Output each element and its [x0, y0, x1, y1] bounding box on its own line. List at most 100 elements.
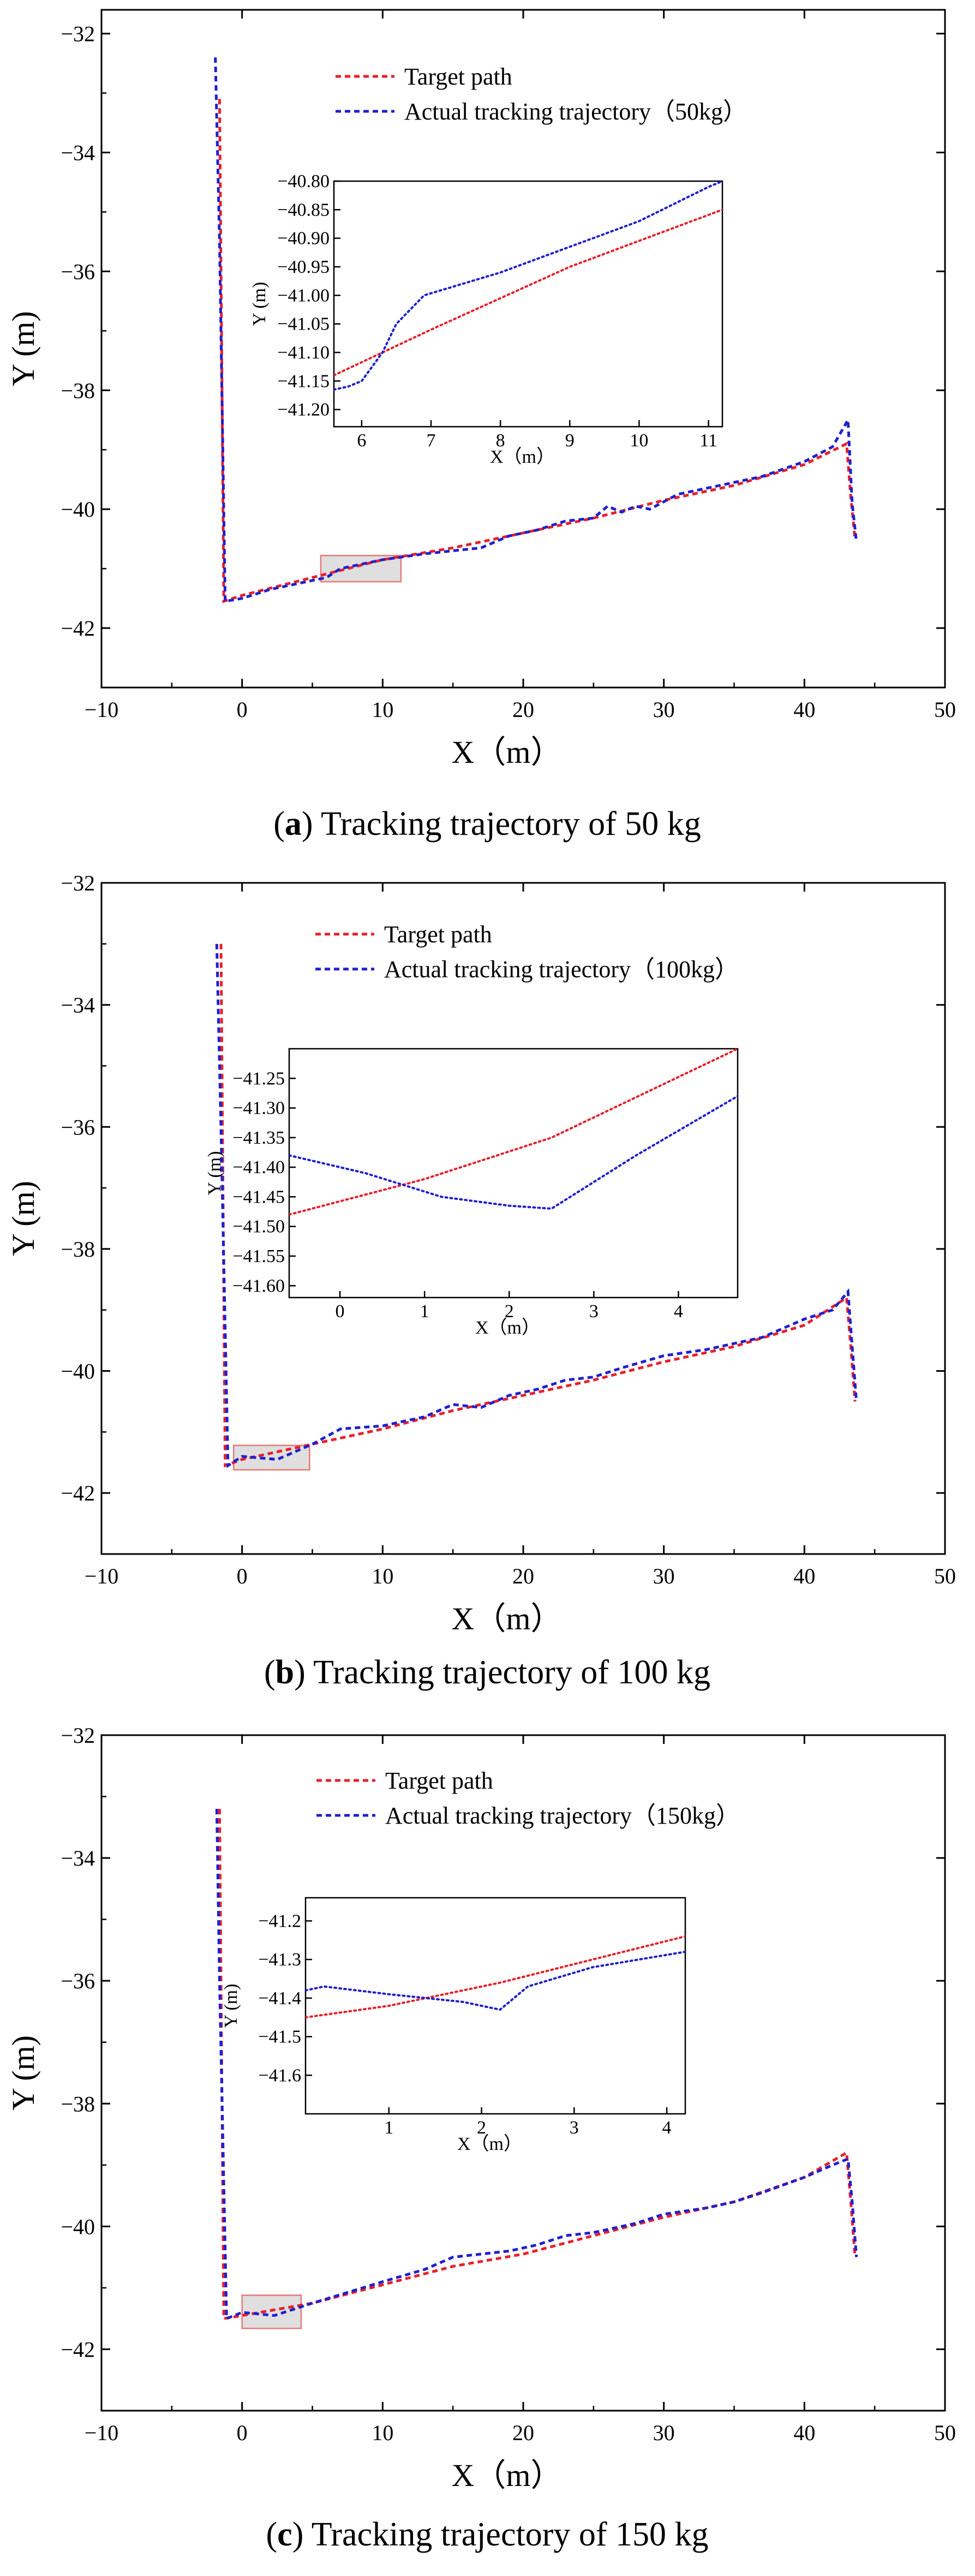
legend-actual-trajectory: Actual tracking trajectory（100kg） — [384, 956, 739, 983]
inset-zoom-chart: 6 7 8 9 10 11 −41.20 −41.15 −41.10 −41.05 −41.00 −4… — [249, 171, 723, 467]
y-tick-label: −32 — [61, 22, 95, 46]
y-tick-label: −32 — [61, 1723, 95, 1748]
inset-y-tick-label: −41.10 — [277, 343, 330, 363]
y-tick-label: −36 — [61, 259, 95, 284]
panel-caption: (a) Tracking trajectory of 50 kg — [273, 805, 701, 842]
inset-zoom-chart: 1 2 3 4 −41.6 −41.5 −41.4 −41.3 −41.2 X（m） Y (m) — [221, 1897, 686, 2154]
inset-y-tick-label: −41.60 — [232, 1276, 285, 1296]
x-axis-label: X（m） — [451, 2458, 562, 2493]
inset-y-tick-label: −41.40 — [232, 1157, 285, 1178]
y-tick-label: −42 — [61, 1481, 95, 1505]
inset-x-axis-label: X（m） — [457, 2133, 522, 2154]
x-tick-label: 10 — [372, 2420, 393, 2445]
y-axis-label: Y (m) — [5, 2035, 41, 2111]
inset-target-path-line — [289, 1049, 738, 1216]
inset-x-tick-label: 2 — [477, 2118, 486, 2138]
inset-y-tick-label: −41.35 — [232, 1128, 285, 1148]
actual-trajectory-line — [215, 943, 858, 1468]
inset-y-tick-label: −41.45 — [232, 1187, 285, 1207]
inset-x-tick-label: 1 — [384, 2118, 393, 2138]
legend-target-path: Target path — [384, 921, 492, 948]
y-tick-label: −36 — [61, 1969, 95, 1993]
chart-panel-a: −10 0 10 20 30 40 50 −42 −40 −38 −36 −34 −32 X（m） Y (m… — [5, 9, 956, 842]
inset-y-tick-label: −41.05 — [277, 314, 330, 334]
y-tick-label: −40 — [61, 2214, 95, 2239]
x-tick-label: −10 — [85, 1564, 119, 1588]
inset-y-tick-label: −40.85 — [277, 200, 330, 220]
inset-frame — [304, 1897, 686, 2115]
chart-panel-c: −10 0 10 20 30 40 50 −42 −40 −38 −36 −34 −32 X（m） Y (m… — [5, 1723, 956, 2553]
zoom-highlight-box — [241, 2294, 302, 2329]
inset-y-tick-label: −41.2 — [258, 1911, 301, 1931]
x-tick-label: 30 — [653, 697, 675, 722]
target-path-line — [218, 99, 857, 603]
inset-x-tick-label: 3 — [589, 1301, 599, 1322]
inset-y-tick-label: −41.3 — [258, 1950, 301, 1970]
inset-x-tick-label: 0 — [336, 1301, 345, 1322]
panel-caption: (c) Tracking trajectory of 150 kg — [266, 2516, 709, 2553]
caption-part: a — [285, 805, 302, 842]
inset-actual-trajectory-line — [289, 1095, 738, 1210]
inset-x-tick-label: 11 — [699, 431, 717, 451]
inset-y-tick-label: −40.80 — [277, 171, 330, 192]
x-tick-label: 40 — [793, 1564, 815, 1588]
actual-trajectory-line — [215, 1809, 858, 2321]
y-axis-label: Y (m) — [5, 311, 41, 386]
x-tick-label: 30 — [653, 1564, 675, 1588]
caption-part: ) Tracking trajectory of 100 kg — [294, 1654, 710, 1691]
y-tick-label: −42 — [61, 2337, 95, 2362]
inset-x-tick-label: 8 — [496, 431, 505, 451]
inset-actual-trajectory-line — [334, 181, 722, 391]
inset-x-tick-label: 10 — [630, 431, 648, 451]
y-tick-label: −32 — [61, 871, 95, 895]
inset-x-axis-label: X（m） — [475, 1317, 540, 1338]
inset-x-tick-label: 9 — [565, 431, 575, 451]
inset-y-tick-label: −40.90 — [277, 229, 330, 249]
caption-part: ( — [273, 805, 285, 842]
caption-part: b — [276, 1654, 294, 1691]
x-tick-label: 40 — [793, 697, 815, 722]
inset-y-tick-label: −40.95 — [277, 257, 330, 277]
x-tick-label: 20 — [512, 2420, 534, 2445]
inset-y-axis-label: Y (m) — [249, 282, 270, 326]
x-tick-label: 0 — [237, 697, 248, 722]
legend-target-path: Target path — [404, 63, 512, 90]
inset-x-tick-label: 6 — [357, 431, 366, 451]
inset-y-tick-label: −41.30 — [232, 1098, 285, 1119]
inset-y-tick-label: −41.50 — [232, 1217, 285, 1237]
inset-y-axis-label: Y (m) — [205, 1151, 225, 1196]
x-tick-label: 50 — [934, 2420, 956, 2445]
inset-y-tick-label: −41.00 — [277, 285, 330, 306]
y-tick-label: −40 — [61, 497, 95, 522]
x-tick-label: 40 — [793, 2420, 815, 2445]
inset-x-tick-label: 3 — [570, 2118, 579, 2138]
x-tick-label: 10 — [372, 1564, 393, 1588]
x-tick-label: 50 — [934, 1564, 956, 1588]
inset-frame — [288, 1048, 739, 1299]
inset-x-tick-label: 1 — [420, 1301, 429, 1322]
x-tick-label: 0 — [237, 2420, 248, 2445]
inset-y-tick-label: −41.4 — [258, 1988, 301, 2009]
y-axis-label: Y (m) — [5, 1181, 41, 1256]
inset-x-tick-label: 2 — [505, 1301, 514, 1322]
inset-y-tick-label: −41.6 — [258, 2065, 301, 2085]
x-tick-label: 20 — [512, 697, 534, 722]
inset-actual-trajectory-line — [306, 1951, 685, 2011]
x-tick-label: 10 — [372, 697, 393, 722]
inset-y-tick-label: −41.55 — [232, 1246, 285, 1266]
inset-x-axis-label: X（m） — [490, 446, 555, 467]
x-tick-label: 30 — [653, 2420, 675, 2445]
inset-x-tick-label: 4 — [674, 1301, 683, 1322]
x-tick-label: 50 — [934, 697, 956, 722]
y-tick-label: −38 — [61, 1237, 95, 1262]
legend-target-path: Target path — [385, 1767, 493, 1794]
y-tick-label: −36 — [61, 1115, 95, 1139]
x-axis-label: X（m） — [451, 1601, 562, 1636]
y-tick-label: −40 — [61, 1359, 95, 1384]
inset-zoom-chart: 0 1 2 3 4 −41.60 −41.55 −41.50 −41.45 −41.40 −41.3… — [205, 1048, 739, 1338]
y-tick-label: −34 — [61, 993, 95, 1018]
x-tick-label: 20 — [512, 1564, 534, 1588]
actual-trajectory-line — [214, 57, 858, 603]
x-tick-label: −10 — [85, 2420, 119, 2445]
caption-part: ) Tracking trajectory of 150 kg — [292, 2516, 709, 2553]
